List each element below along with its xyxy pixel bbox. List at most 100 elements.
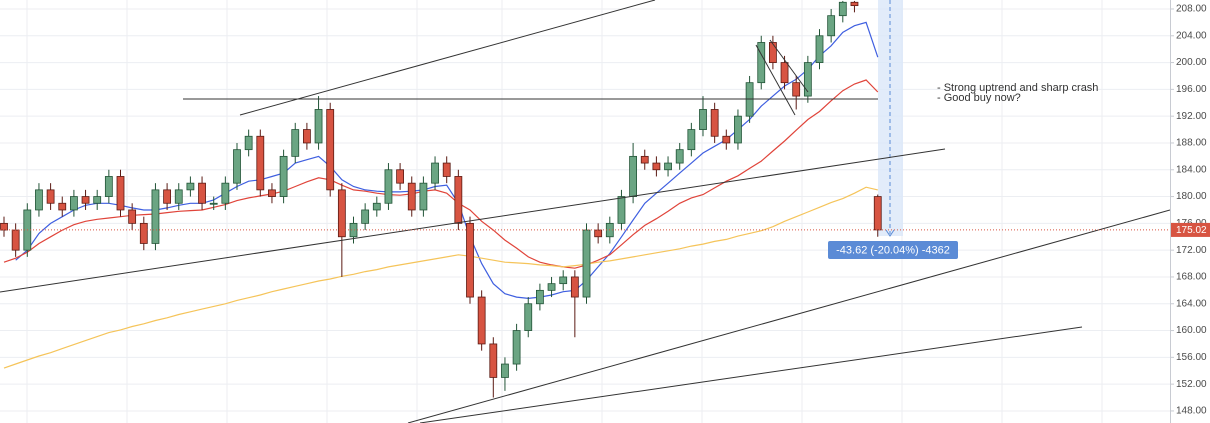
candle-body [221, 182, 230, 204]
candle-body [594, 229, 603, 238]
moving-average [3, 186, 878, 369]
candle-body [792, 82, 801, 97]
candle-body [466, 222, 474, 298]
y-tick-label: 188.00 [1176, 138, 1207, 149]
candle-body [70, 196, 78, 211]
y-tick-label: 180.00 [1176, 191, 1207, 202]
candle-body [139, 222, 148, 244]
candle-body [198, 182, 206, 204]
candle-body [396, 169, 405, 184]
candle-body [46, 189, 55, 204]
candle-body [827, 15, 836, 37]
candle-body [291, 129, 300, 157]
candle-body [629, 155, 637, 197]
candle-body [815, 35, 824, 63]
candle-body [524, 303, 533, 331]
last-price-label: 175.02 [1176, 225, 1207, 236]
y-tick-label: 152.00 [1176, 379, 1207, 390]
candle-body [279, 155, 288, 197]
annotation: - Good buy now? [937, 92, 1021, 104]
candle-body [873, 196, 882, 231]
candle-body [442, 162, 451, 177]
y-tick-label: 148.00 [1176, 406, 1207, 417]
candle-body [256, 135, 265, 191]
candle-body [372, 202, 381, 211]
y-tick-label: 172.00 [1176, 245, 1207, 256]
candle-body [244, 135, 253, 151]
candle-body [81, 196, 90, 204]
last-price-box [1171, 222, 1210, 237]
candle-body [151, 189, 160, 244]
y-tick-label: 204.00 [1176, 30, 1207, 41]
candle-body [0, 222, 8, 231]
candle-body [116, 176, 125, 211]
candle-body [710, 109, 719, 137]
candle-body [314, 109, 323, 144]
y-tick-label: 164.00 [1176, 298, 1207, 309]
candle-body [35, 189, 43, 211]
candle-body [722, 135, 731, 144]
candle-body [664, 162, 672, 171]
candle-body [384, 169, 393, 204]
candle-body [419, 182, 428, 211]
candle-body [559, 276, 568, 285]
candle-body [512, 330, 521, 365]
candle-body [326, 109, 335, 191]
candle-body [675, 149, 684, 164]
trend-lines [0, 0, 1170, 423]
candle-body [547, 283, 556, 291]
candle-body [174, 189, 183, 204]
y-tick-label: 168.00 [1176, 272, 1207, 283]
y-tick-label: 196.00 [1176, 84, 1207, 95]
measure-label-box [828, 241, 958, 259]
y-tick-label: 156.00 [1176, 352, 1207, 363]
candle-body [209, 202, 218, 205]
candle-body [337, 189, 346, 238]
candle-body [11, 229, 20, 251]
candle-body [431, 162, 439, 184]
candle-body [570, 276, 579, 298]
candle-body [838, 1, 847, 17]
candle-body [163, 189, 172, 204]
candle-body [302, 129, 311, 144]
candle-body [640, 155, 649, 164]
candle-body [477, 296, 486, 345]
candle-body [536, 289, 544, 305]
candle-body [850, 1, 859, 7]
candle-body [58, 202, 67, 211]
candle-body [489, 343, 498, 378]
candle-body [582, 229, 591, 298]
candle-body [104, 176, 113, 197]
y-tick-label: 208.00 [1176, 4, 1207, 15]
y-tick-label: 184.00 [1176, 164, 1207, 175]
annotation: - Strong uptrend and sharp crash [937, 82, 1098, 94]
candle-body [233, 149, 241, 184]
measure-label: -43.62 (-20.04%) -4362 [836, 244, 950, 256]
candle-body [93, 196, 102, 204]
candle-body [617, 196, 626, 224]
y-tick-label: 160.00 [1176, 325, 1207, 336]
candle-body [803, 62, 812, 97]
candle-body [769, 42, 777, 63]
candle-body [361, 209, 370, 224]
candle-body [652, 162, 661, 171]
moving-average [3, 79, 879, 269]
horizontal-grid [0, 8, 1170, 412]
candle-body [407, 182, 416, 211]
plot-area [0, 0, 1170, 423]
candle-body [268, 189, 276, 197]
candle-body [186, 182, 195, 191]
candle-body [687, 129, 696, 151]
candle-body [454, 176, 463, 224]
candle-body [734, 115, 742, 144]
measure-arrow [885, 229, 895, 237]
y-tick-label: 200.00 [1176, 57, 1207, 68]
candle-body [128, 209, 137, 224]
candle-body [757, 42, 766, 84]
candle-body [501, 363, 509, 378]
candle-body [699, 109, 707, 130]
candle-body [780, 62, 789, 84]
y-tick-label: 192.00 [1176, 111, 1207, 122]
